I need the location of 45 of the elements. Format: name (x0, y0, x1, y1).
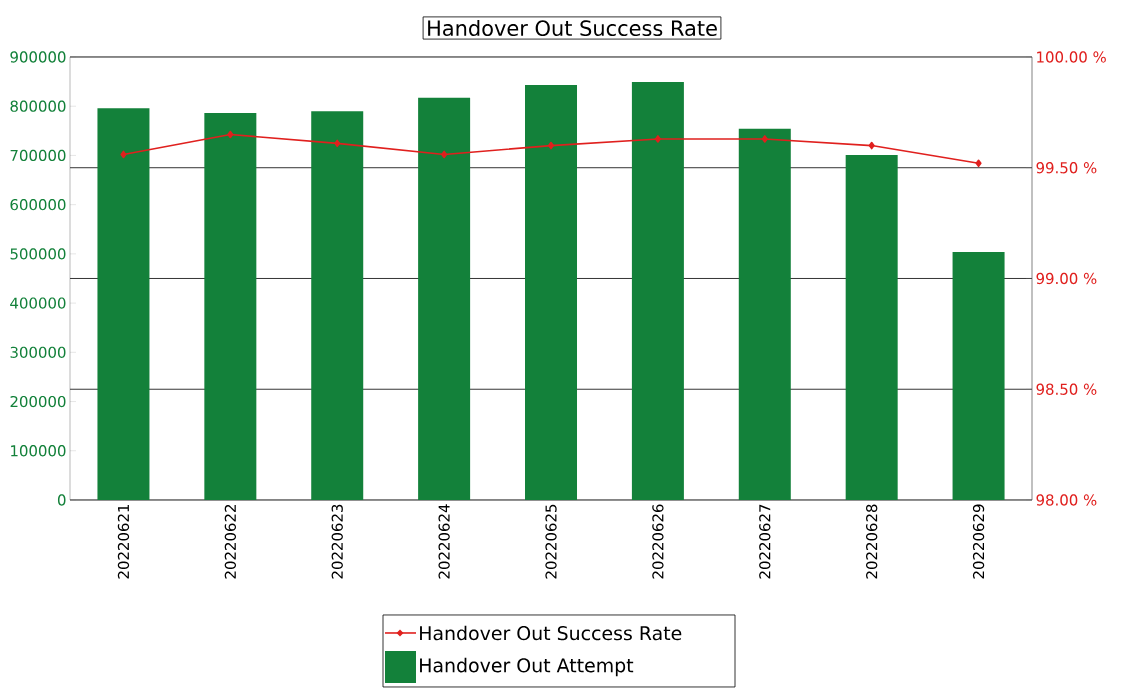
point (975, 159, 982, 168)
point (334, 139, 341, 148)
bar (952, 251, 1005, 500)
point (441, 150, 448, 159)
x-tick-label: 20220627 (759, 504, 771, 579)
bar (204, 113, 257, 500)
y2-tick-label: 99.50 % (1036, 162, 1097, 174)
y2-tick-label: 99.00 % (1036, 272, 1097, 285)
point (761, 135, 768, 143)
bar (311, 111, 364, 500)
x-tick-label: 20220623 (331, 504, 343, 579)
chart-title: Handover Out Success Rate (428, 19, 717, 37)
bar (845, 154, 898, 500)
x-tick-label: 20220628 (866, 504, 878, 579)
point (654, 135, 661, 143)
x-tick-label: 20220629 (972, 504, 985, 579)
y2-tick-label: 98.00 % (1036, 494, 1097, 506)
bar (631, 82, 684, 500)
legend-label: Handover Out Attempt (420, 657, 634, 677)
y-tick-label: 500000 (10, 248, 66, 260)
point (227, 130, 234, 139)
bar (97, 108, 150, 500)
y-tick-label: 200000 (10, 395, 66, 408)
y-tick-label: 0 (57, 494, 66, 506)
x-tick-label: 20220624 (438, 504, 450, 579)
bar (738, 128, 791, 500)
y2-tick-label: 100.00 % (1037, 51, 1106, 63)
y-tick-label: 400000 (10, 297, 66, 309)
point (547, 141, 555, 150)
y-tick-label: 700000 (10, 149, 66, 162)
x-tick-label: 20220621 (117, 504, 130, 579)
y2-tick-label: 98.50 % (1036, 383, 1097, 395)
x-tick-label: 20220625 (545, 504, 557, 579)
y-tick-label: 600000 (10, 199, 66, 211)
bar (418, 97, 471, 500)
x-tick-label: 20220622 (224, 505, 236, 579)
bar (525, 85, 578, 500)
point (120, 150, 127, 159)
point (868, 141, 875, 150)
legend-label: Handover Out Success Rate (420, 625, 682, 641)
y-tick-label: 900000 (10, 51, 66, 63)
x-tick-label: 20220626 (652, 504, 664, 579)
y-tick-label: 800000 (10, 100, 66, 112)
y-tick-label: 300000 (10, 346, 66, 358)
y-tick-label: 100000 (11, 445, 66, 457)
